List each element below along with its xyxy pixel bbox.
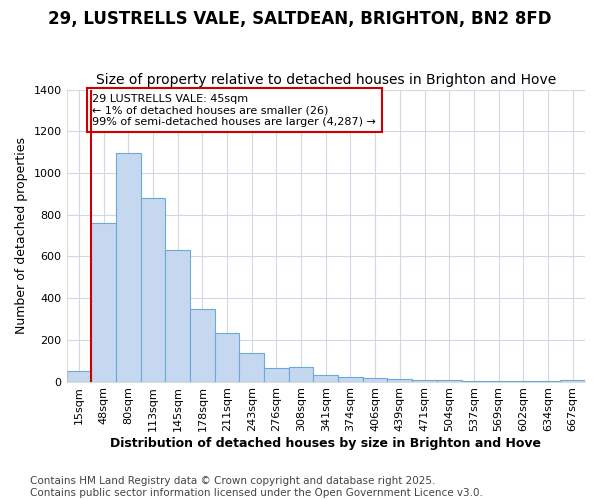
Bar	[313, 376, 338, 382]
Bar	[363, 378, 388, 382]
Bar	[560, 380, 585, 382]
Text: 29 LUSTRELLS VALE: 45sqm
← 1% of detached houses are smaller (26)
99% of semi-de: 29 LUSTRELLS VALE: 45sqm ← 1% of detache…	[92, 94, 376, 127]
Text: 29, LUSTRELLS VALE, SALTDEAN, BRIGHTON, BN2 8FD: 29, LUSTRELLS VALE, SALTDEAN, BRIGHTON, …	[48, 10, 552, 28]
Text: Contains HM Land Registry data © Crown copyright and database right 2025.
Contai: Contains HM Land Registry data © Crown c…	[30, 476, 483, 498]
Bar	[461, 380, 486, 382]
Bar	[190, 309, 215, 382]
Y-axis label: Number of detached properties: Number of detached properties	[15, 137, 28, 334]
Bar	[338, 378, 363, 382]
Bar	[264, 368, 289, 382]
Bar	[412, 380, 437, 382]
Bar	[116, 153, 140, 382]
X-axis label: Distribution of detached houses by size in Brighton and Hove: Distribution of detached houses by size …	[110, 437, 541, 450]
Bar	[289, 367, 313, 382]
Bar	[67, 371, 91, 382]
Bar	[511, 380, 536, 382]
Bar	[536, 380, 560, 382]
Bar	[140, 198, 165, 382]
Title: Size of property relative to detached houses in Brighton and Hove: Size of property relative to detached ho…	[95, 73, 556, 87]
Bar	[486, 380, 511, 382]
Bar	[91, 223, 116, 382]
Bar	[239, 354, 264, 382]
Bar	[215, 332, 239, 382]
Bar	[437, 380, 461, 382]
Bar	[388, 380, 412, 382]
Bar	[165, 250, 190, 382]
